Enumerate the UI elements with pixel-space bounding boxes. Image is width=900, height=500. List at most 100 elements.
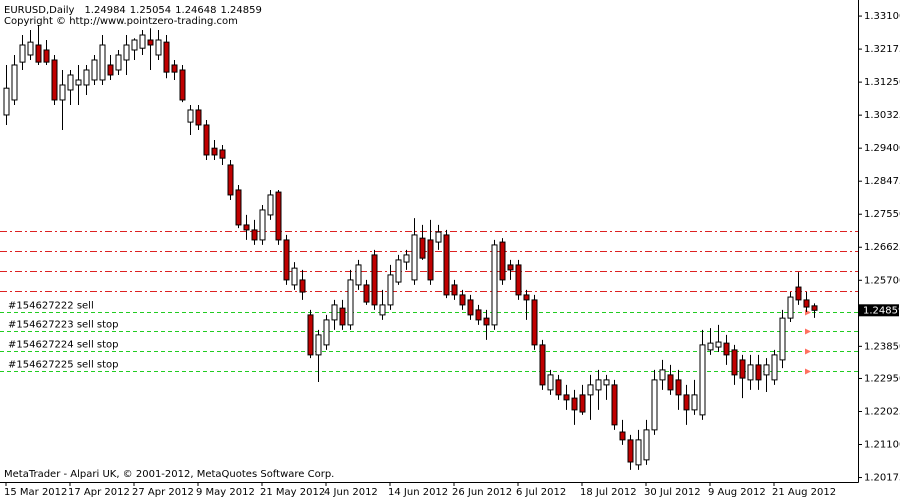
candle-body [611, 384, 618, 426]
x-tick-label: 27 Apr 2012 [132, 487, 194, 498]
y-tick-label: 1.22950 [864, 373, 900, 384]
ohlc-high: 1.25054 [130, 5, 171, 16]
y-tick-label: 1.22025 [864, 406, 900, 417]
candle-body [771, 354, 778, 381]
candle-body [435, 231, 442, 243]
candle-body [363, 284, 370, 303]
current-price-label: 1.24859 [863, 305, 900, 316]
y-tick-label: 1.33100 [864, 11, 900, 22]
candle-body [227, 164, 234, 196]
ohlc-open: 1.24984 [84, 5, 125, 16]
x-tick-label: 14 Jun 2012 [388, 487, 448, 498]
candle-body [723, 342, 730, 356]
candle-body [219, 149, 226, 159]
candle-body [43, 49, 50, 63]
candle-body [707, 342, 714, 351]
candle-body [243, 224, 250, 231]
candle-body [347, 279, 354, 326]
candle-body [139, 34, 146, 49]
candle-body [107, 64, 114, 76]
candle-body [451, 284, 458, 296]
ohlc-close: 1.24859 [221, 5, 262, 16]
candle-body [571, 397, 578, 411]
y-tick-label: 1.30325 [864, 110, 900, 121]
candle-body [507, 264, 514, 271]
candle-body [99, 44, 106, 81]
candle-body [83, 69, 90, 86]
candle-body [3, 87, 10, 116]
candle-body [251, 229, 258, 241]
y-tick-label: 1.29400 [864, 143, 900, 154]
candle-body [331, 304, 338, 321]
candle-body [643, 429, 650, 461]
candle-body [171, 64, 178, 73]
candle-body [523, 294, 530, 301]
candle-body [299, 279, 306, 293]
y-tick-label: 1.31250 [864, 77, 900, 88]
candle-body [203, 124, 210, 156]
candle-body [731, 349, 738, 376]
candle-body [475, 309, 482, 321]
candle-body [67, 74, 74, 91]
order-arrow [805, 348, 811, 355]
candle-body [531, 299, 538, 346]
candle-body [11, 64, 18, 101]
candle-body [411, 234, 418, 281]
y-tick-label: 1.32175 [864, 44, 900, 55]
candle-body [147, 39, 154, 46]
candle-body [27, 41, 34, 56]
candle-body [195, 109, 202, 126]
candle-body [459, 294, 466, 306]
candle-body [179, 69, 186, 101]
candle-body [387, 274, 394, 306]
order-label: #154627222 sell [8, 301, 94, 312]
candle-body [579, 394, 586, 413]
candle-body [379, 304, 386, 316]
candle-body [291, 267, 298, 286]
candle-body [515, 264, 522, 296]
candle-body [667, 374, 674, 391]
x-tick-label: 18 Jul 2012 [580, 487, 637, 498]
candle-body [755, 364, 762, 381]
candle-body [587, 384, 594, 396]
candle-body [595, 379, 602, 391]
x-tick-label: 21 Aug 2012 [772, 487, 836, 498]
candle-body [307, 314, 314, 356]
candle-body [155, 39, 162, 56]
order-label: #154627224 sell stop [8, 340, 119, 351]
order-arrow [805, 328, 811, 335]
candle-body [91, 59, 98, 81]
x-tick-label: 4 Jun 2012 [324, 487, 378, 498]
candle-body [187, 109, 194, 123]
candle-body [715, 341, 722, 348]
candle-body [403, 254, 410, 263]
candle-body [51, 59, 58, 101]
candle-body [283, 239, 290, 281]
candle-body [763, 364, 770, 376]
order-label: #154627223 sell stop [8, 320, 119, 331]
y-tick-label: 1.21100 [864, 440, 900, 451]
candle-body [315, 334, 322, 356]
candle-body [483, 317, 490, 326]
candle-body [683, 394, 690, 411]
x-tick-label: 6 Jul 2012 [516, 487, 566, 498]
candle-body [779, 317, 786, 361]
candle-body [395, 259, 402, 283]
candle-body [323, 319, 330, 346]
candle-body [691, 394, 698, 411]
order-arrow [805, 368, 811, 375]
candle-body [131, 39, 138, 51]
candle-body [419, 237, 426, 259]
symbol: EURUSD,Daily [4, 5, 75, 16]
candle-body [75, 79, 82, 86]
candle-body [811, 305, 818, 311]
current-price-box [859, 304, 899, 317]
candle-body [539, 344, 546, 386]
x-tick-label: 15 Mar 2012 [4, 487, 67, 498]
candle-body [739, 359, 746, 379]
candle-body [443, 234, 450, 296]
candle-body [267, 194, 274, 216]
candle-body [235, 189, 242, 226]
